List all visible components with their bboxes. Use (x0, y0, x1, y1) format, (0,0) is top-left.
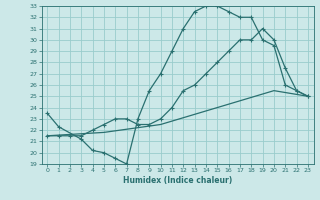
X-axis label: Humidex (Indice chaleur): Humidex (Indice chaleur) (123, 176, 232, 185)
